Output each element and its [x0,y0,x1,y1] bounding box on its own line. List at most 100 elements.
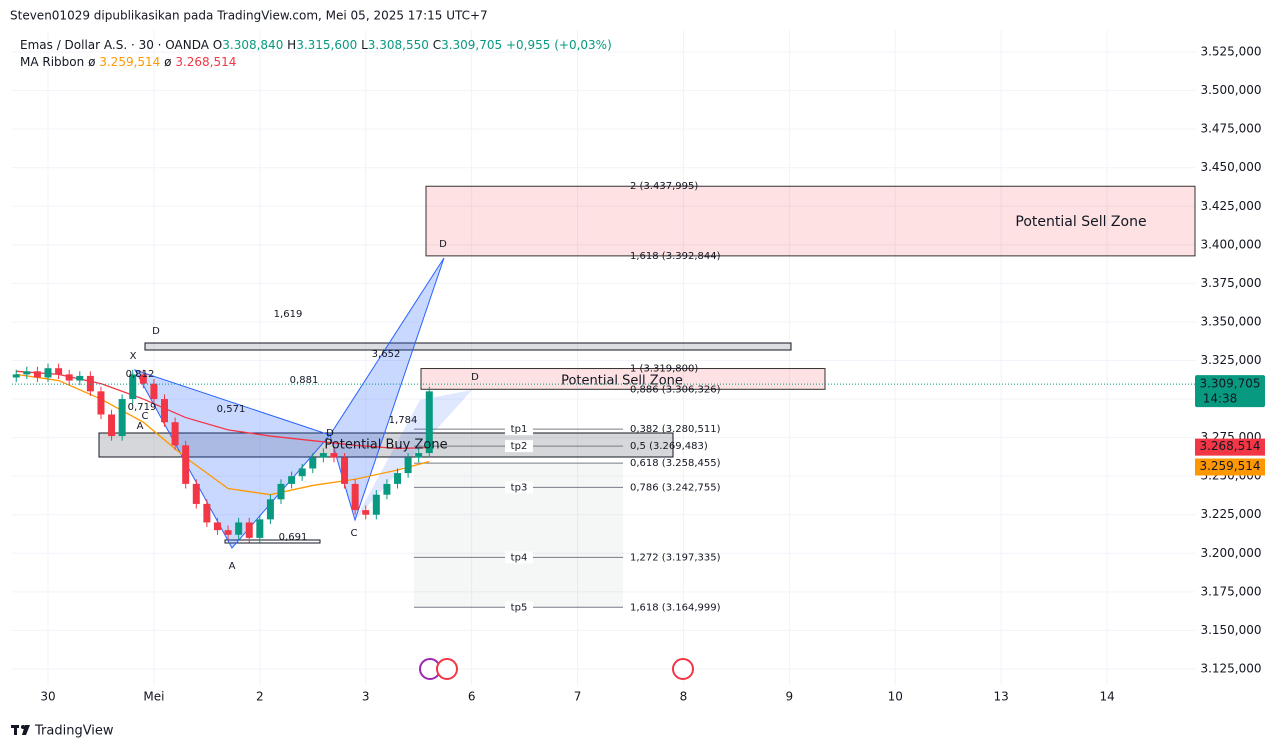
y-tick-label: 3.450,000 [1200,160,1261,174]
candle-body [171,422,179,446]
candle-body [129,374,137,400]
fib-label: 0,618 (3.258,455) [630,458,721,469]
candle-body [108,414,116,437]
ma-line [16,370,430,450]
indicator-value: 3.268,514 [175,55,236,69]
candle-body [224,530,232,535]
y-tick-label: 3.475,000 [1200,122,1261,136]
fib-label: 0,886 (3.306,326) [630,384,721,395]
ohlc-key: C [433,38,441,52]
fib-label: 0,786 (3.242,755) [630,482,721,493]
candle-body [309,457,317,469]
candle-body [118,399,126,437]
symbol: Emas / Dollar A.S. · 30 · OANDA [20,38,210,52]
sell-zone [425,185,1196,257]
y-tick-label: 3.375,000 [1200,276,1261,290]
ohlc-key: H [287,38,296,52]
candle-body [351,483,359,511]
x-tick-label: 13 [994,690,1009,704]
y-tick-label: 3.350,000 [1200,314,1261,328]
candle-body [298,468,306,477]
y-tick-label: 3.150,000 [1200,623,1261,637]
x-tick-label: 9 [786,690,794,704]
candle-body [97,391,105,415]
ma-tag [1195,438,1265,456]
candle-body [192,483,200,504]
y-tick-label: 3.325,000 [1200,353,1261,367]
event-icon [436,658,458,680]
candle-body [203,503,211,523]
indicator-name: MA Ribbon [20,55,84,69]
tp-bg [505,601,533,614]
x-tick-label: Mei [143,690,164,704]
candle-body [12,374,20,378]
tp-label: tp2 [511,441,528,452]
ohlc-value: 3.315,600 [296,38,357,52]
candle-body [76,375,84,381]
candle-body [330,453,338,458]
pattern-label: 0,571 [217,404,246,415]
x-tick-label: 6 [468,690,476,704]
fib-label: 2 (3.437,995) [630,181,698,192]
fib-label: 1,272 (3.197,335) [630,552,721,563]
countdown: 14:38 [1203,392,1238,406]
candle-body [33,371,41,378]
publisher: Steven01029 dipublikasikan pada TradingV… [10,9,488,23]
tp-label: tp4 [511,552,528,563]
candle-body [150,383,158,400]
candle-body [161,399,169,423]
plot [12,30,1196,685]
event-icon [672,658,694,680]
x-tick-label: 7 [574,690,582,704]
pattern-label: 3,652 [372,349,401,360]
ohlc-value: 3.308,840 [222,38,283,52]
candle-body [245,522,253,538]
price-tag [1195,375,1265,408]
zone-label: Potential Sell Zone [561,374,683,389]
candle-body [404,457,412,474]
x-tick-label: 10 [888,690,903,704]
ma-tag [1195,458,1265,476]
pattern-label: 0,881 [290,375,319,386]
candle-body [65,374,73,381]
pattern-label: 1,619 [274,309,303,320]
pattern-label: C [351,528,358,539]
y-tick-label: 3.225,000 [1200,507,1261,521]
candle-body [383,483,391,495]
indicator-symbol: ø [164,55,171,69]
tv-logo [11,725,30,735]
candle-body [277,483,285,500]
y-tick-label: 3.500,000 [1200,83,1261,97]
zone-label: Potential Sell Zone [1015,214,1146,230]
tp-label: tp1 [511,424,528,435]
zone-label: Potential Buy Zone [324,438,447,453]
pattern-label: 0,691 [279,532,308,543]
ohlc-value: 3.308,550 [368,38,429,52]
price-tag-label: 3.309,705 [1199,377,1260,391]
indicator-line: MA Ribbon ø 3.259,514 ø 3.268,514 [20,55,236,69]
ohlc-key: O [213,38,222,52]
candle-body [394,473,402,484]
brand: TradingView [34,724,114,739]
candle-body [44,368,52,378]
pattern-label: 1,784 [389,415,418,426]
fib-label: 0,5 (3.269,483) [630,441,708,452]
x-tick-label: 8 [680,690,688,704]
pattern-label: D [439,239,447,250]
candle-body [213,522,221,531]
candle-body [362,510,370,515]
pattern-label: D [326,428,334,439]
quote-line: Emas / Dollar A.S. · 30 · OANDA O3.308,8… [20,38,612,52]
candle-body [182,445,190,484]
y-tick-label: 3.175,000 [1200,584,1261,598]
fib-label: 1,618 (3.392,844) [630,251,721,262]
ohlc-value: 3.309,705 [441,38,502,52]
tp-label: tp3 [511,482,528,493]
indicator-value: 3.259,514 [99,55,160,69]
ma-line [16,373,430,496]
pattern-label: 0,719 [128,402,157,413]
fib-label: 1,618 (3.164,999) [630,602,721,613]
y-tick-label: 3.125,000 [1200,661,1261,675]
